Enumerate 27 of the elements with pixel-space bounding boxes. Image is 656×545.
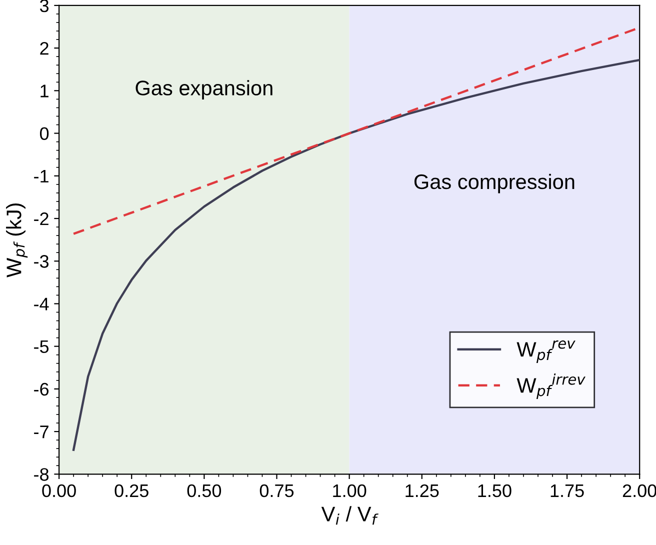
x-tick-label: 1.75 <box>550 484 584 498</box>
y-tick-label: -1 <box>34 170 48 182</box>
band-label: Gas expansion <box>136 80 272 100</box>
y-tick-label: 1 <box>40 84 48 98</box>
legend-label: W$_{pf}$$^{rev}$ <box>516 340 576 363</box>
x-tick-label: 1.50 <box>478 484 512 498</box>
x-tick-label: 0.50 <box>187 484 222 498</box>
line-series <box>72 58 640 451</box>
x-tick-label: 1.25 <box>406 484 439 498</box>
y-tick-label: 2 <box>40 42 48 55</box>
y-tick-label: -3 <box>34 255 49 268</box>
x-tick-label: 0.25 <box>114 484 148 498</box>
x-tick-label: 0.75 <box>260 484 294 498</box>
x-tick-label: 0.00 <box>42 484 76 498</box>
y-tick-label: -2 <box>34 212 48 226</box>
x-tick-label: 2.00 <box>622 484 656 498</box>
x-tick-label: 1.00 <box>333 484 366 498</box>
y-tick-label: -5 <box>34 340 49 354</box>
x-axis-title: V$_{i}$ / V$_{f}$ <box>321 506 378 525</box>
y-tick-label: -8 <box>34 468 49 481</box>
y-tick-label: -7 <box>34 426 48 438</box>
y-tick-label: -6 <box>34 382 49 396</box>
legend-label: W$_{pf}$$^{irrev}$ <box>516 374 586 400</box>
y-tick-label: -4 <box>34 298 49 310</box>
y-axis-title: W$_{pf}$ (kJ) <box>6 203 28 278</box>
band-label: Gas compression <box>414 174 574 194</box>
y-tick-label: 0 <box>40 127 49 140</box>
